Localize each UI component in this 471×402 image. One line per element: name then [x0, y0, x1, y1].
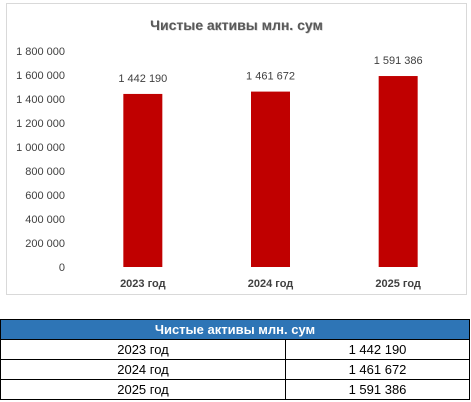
y-tick-label: 1 800 000 [16, 46, 65, 58]
table-row: 2025 год 1 591 386 [0, 379, 470, 400]
bar [123, 93, 163, 268]
table-cell-year: 2023 год [0, 339, 286, 360]
y-tick-label: 1 200 000 [16, 118, 65, 130]
data-label: 1 442 190 [118, 73, 167, 85]
x-tick-label: 2025 год [375, 278, 421, 290]
table-row: 2023 год 1 442 190 [0, 339, 470, 360]
table-cell-value: 1 461 672 [285, 359, 470, 380]
data-label: 1 461 672 [246, 71, 295, 83]
table-cell-value: 1 591 386 [285, 379, 470, 400]
x-tick-label: 2024 год [248, 278, 294, 290]
y-tick-label: 800 000 [25, 166, 65, 178]
chart-area: Чистые активы млн. сум 0 200 000 400 000 60… [6, 3, 467, 295]
data-table: Чистые активы млн. сум 2023 год 1 442 19… [0, 319, 470, 400]
data-label: 1 591 386 [374, 55, 423, 67]
y-tick-label: 400 000 [25, 214, 65, 226]
table-cell-year: 2024 год [0, 359, 286, 380]
table-header: Чистые активы млн. сум [0, 319, 470, 340]
x-tick-label: 2023 год [120, 278, 166, 290]
y-tick-label: 1 600 000 [16, 70, 65, 82]
chart-title: Чистые активы млн. сум [150, 17, 323, 33]
y-tick-label: 200 000 [25, 238, 65, 250]
table-header-row: Чистые активы млн. сум [0, 319, 470, 340]
y-tick-label: 600 000 [25, 190, 65, 202]
bar [378, 76, 418, 267]
y-tick-label: 0 [59, 262, 65, 274]
table-cell-year: 2025 год [0, 379, 286, 400]
bar-chart: 0 200 000 400 000 600 000 800 000 1 000 000 1 … [16, 46, 423, 290]
table-row: 2024 год 1 461 672 [0, 359, 470, 380]
bar [251, 91, 290, 267]
y-tick-label: 1 000 000 [16, 142, 65, 154]
y-tick-label: 1 400 000 [16, 94, 65, 106]
table-cell-value: 1 442 190 [285, 339, 470, 360]
